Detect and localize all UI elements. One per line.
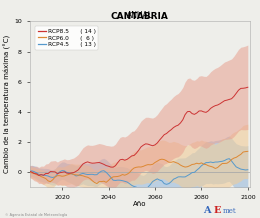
Text: ANUAL: ANUAL [127, 11, 153, 20]
Legend: RCP8.5      ( 14 ), RCP6.0      (  6 ), RCP4.5      ( 13 ): RCP8.5 ( 14 ), RCP6.0 ( 6 ), RCP4.5 ( 13… [35, 26, 99, 50]
Text: met: met [222, 207, 236, 215]
Y-axis label: Cambio de la temperatura máxima (°C): Cambio de la temperatura máxima (°C) [4, 35, 11, 174]
Title: CANTABRIA: CANTABRIA [111, 12, 169, 21]
Text: A: A [203, 206, 210, 215]
X-axis label: Año: Año [133, 201, 147, 207]
Text: E: E [213, 206, 221, 215]
Text: © Agencia Estatal de Meteorología: © Agencia Estatal de Meteorología [5, 213, 67, 217]
